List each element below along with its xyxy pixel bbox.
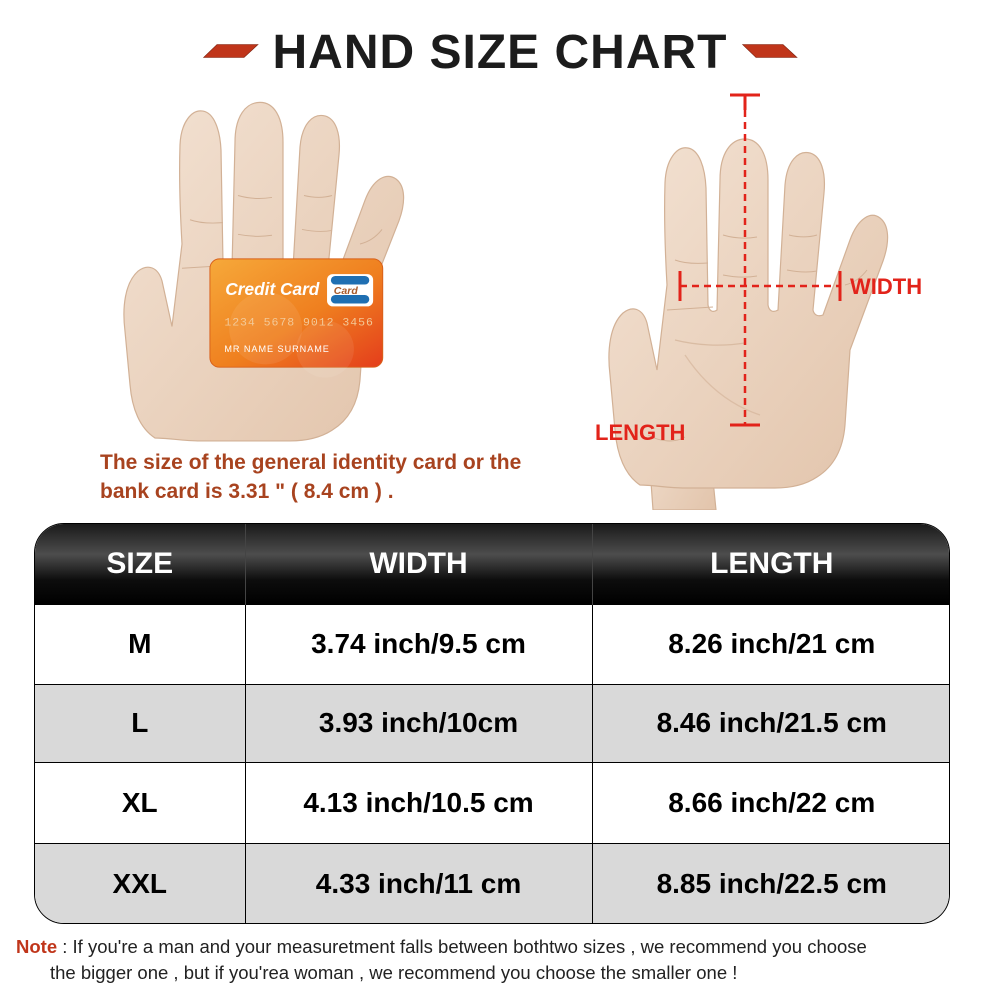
svg-text:MR NAME SURNAME: MR NAME SURNAME — [224, 344, 330, 354]
svg-text:WIDTH: WIDTH — [850, 274, 922, 299]
svg-text:Credit Card: Credit Card — [225, 279, 320, 299]
svg-text:LENGTH: LENGTH — [595, 420, 685, 445]
svg-text:1234 5678 9012 3456: 1234 5678 9012 3456 — [224, 316, 374, 329]
svg-text:Card: Card — [334, 285, 359, 297]
